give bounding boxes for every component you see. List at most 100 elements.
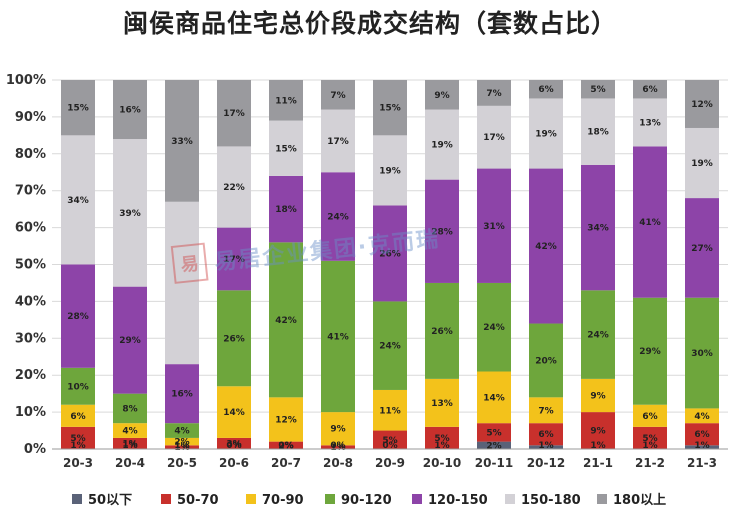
data-label: 9% — [330, 425, 345, 435]
x-tick-label: 21-3 — [687, 456, 717, 470]
bar-segment — [633, 297, 667, 405]
data-label: 30% — [691, 349, 713, 359]
bar-segment — [165, 364, 199, 424]
legend-label: 70-90 — [262, 493, 304, 508]
y-tick-label: 70% — [15, 184, 46, 199]
bar-segment — [425, 426, 459, 449]
data-label: 11% — [379, 406, 401, 416]
bottom-data-label: 1% — [694, 441, 709, 451]
x-tick-label: 20-8 — [323, 456, 353, 470]
data-label: 17% — [483, 133, 505, 143]
data-label: 18% — [587, 128, 609, 138]
data-label: 9% — [590, 427, 605, 437]
bottom-data-label: 1% — [70, 441, 85, 451]
data-label: 33% — [171, 137, 193, 147]
data-label: 9% — [434, 91, 449, 101]
x-tick-label: 20-12 — [527, 456, 565, 470]
bar-segment — [685, 80, 719, 128]
bar-segment — [61, 135, 95, 265]
data-label: 5% — [590, 85, 605, 95]
y-tick-label: 50% — [15, 258, 46, 273]
data-label: 6% — [642, 85, 657, 95]
data-label: 31% — [483, 222, 505, 232]
x-tick-label: 20-5 — [167, 456, 197, 470]
x-tick-label: 20-7 — [271, 456, 301, 470]
bar-segment — [269, 175, 303, 243]
y-tick-label: 80% — [15, 147, 46, 162]
bar-segment — [373, 430, 407, 449]
bottom-data-label: 0% — [278, 441, 293, 451]
data-label: 15% — [67, 104, 89, 114]
bar-segment — [373, 80, 407, 136]
bar-segment — [477, 105, 511, 169]
y-tick-label: 90% — [15, 110, 46, 125]
bar-segment — [373, 205, 407, 302]
data-label: 18% — [275, 205, 297, 215]
data-label: 2% — [278, 441, 293, 451]
data-label: 6% — [538, 85, 553, 95]
bar-segment — [113, 393, 147, 424]
bar-segment — [321, 172, 355, 261]
legend-label: 150-180 — [521, 493, 581, 508]
bar-segment — [113, 423, 147, 438]
data-label: 8% — [122, 404, 137, 414]
data-label: 11% — [275, 96, 297, 106]
data-label: 24% — [379, 342, 401, 352]
bar-segment — [113, 139, 147, 287]
data-label: 12% — [691, 100, 713, 110]
bottom-data-label: 1% — [434, 441, 449, 451]
data-label: 15% — [379, 104, 401, 114]
data-label: 29% — [119, 336, 141, 346]
data-label: 41% — [327, 332, 349, 342]
bottom-data-label: 0% — [226, 441, 241, 451]
data-labels: 5%6%10%28%34%15%1% 1%4%8%29%39%16%1% 1%2%4… — [67, 85, 713, 453]
bar-segment — [321, 80, 355, 110]
data-label: 14% — [223, 408, 245, 418]
y-tick-label: 60% — [15, 221, 46, 236]
legend-swatch — [246, 494, 256, 504]
data-label: 26% — [431, 327, 453, 337]
data-label: 5% — [70, 434, 85, 444]
bar-segment — [269, 120, 303, 176]
data-label: 1% — [330, 443, 345, 453]
bar-segment — [633, 80, 667, 99]
legend-label: 50-70 — [177, 493, 219, 508]
data-label: 28% — [431, 227, 453, 237]
bar-segment — [477, 282, 511, 372]
bar-segment — [425, 109, 459, 180]
bar-segment — [529, 323, 563, 398]
data-label: 42% — [275, 316, 297, 326]
data-label: 15% — [275, 144, 297, 154]
y-tick-label: 30% — [15, 331, 46, 346]
legend-swatch — [72, 494, 82, 504]
data-label: 24% — [327, 213, 349, 223]
data-label: 12% — [275, 415, 297, 425]
data-label: 5% — [642, 434, 657, 444]
bar-segment — [477, 168, 511, 283]
bar-segment — [269, 397, 303, 442]
bottom-data-label: 1% — [122, 441, 137, 451]
data-label: 5% — [382, 436, 397, 446]
data-label: 1% — [122, 439, 137, 449]
bar-segment — [217, 146, 251, 228]
x-tick-label: 20-3 — [63, 456, 93, 470]
bar-segment — [113, 286, 147, 394]
data-label: 7% — [330, 91, 345, 101]
bar-segment — [425, 80, 459, 110]
bar-segment — [581, 412, 615, 449]
bar-segment — [165, 423, 199, 438]
data-label: 27% — [691, 244, 713, 254]
legend-label: 180以上 — [613, 493, 666, 508]
bottom-data-label: 1% — [642, 441, 657, 451]
bottom-data-label: 1% — [590, 441, 605, 451]
bar-segments — [61, 80, 719, 449]
bar-segment — [581, 80, 615, 99]
bar-segment — [529, 397, 563, 424]
y-tick-label: 20% — [15, 368, 46, 383]
bar-segment — [477, 371, 511, 424]
data-label: 19% — [691, 159, 713, 169]
bar-segment — [477, 80, 511, 106]
y-tick-label: 40% — [15, 294, 46, 309]
bar-segment — [61, 367, 95, 405]
data-label: 1% — [174, 443, 189, 453]
